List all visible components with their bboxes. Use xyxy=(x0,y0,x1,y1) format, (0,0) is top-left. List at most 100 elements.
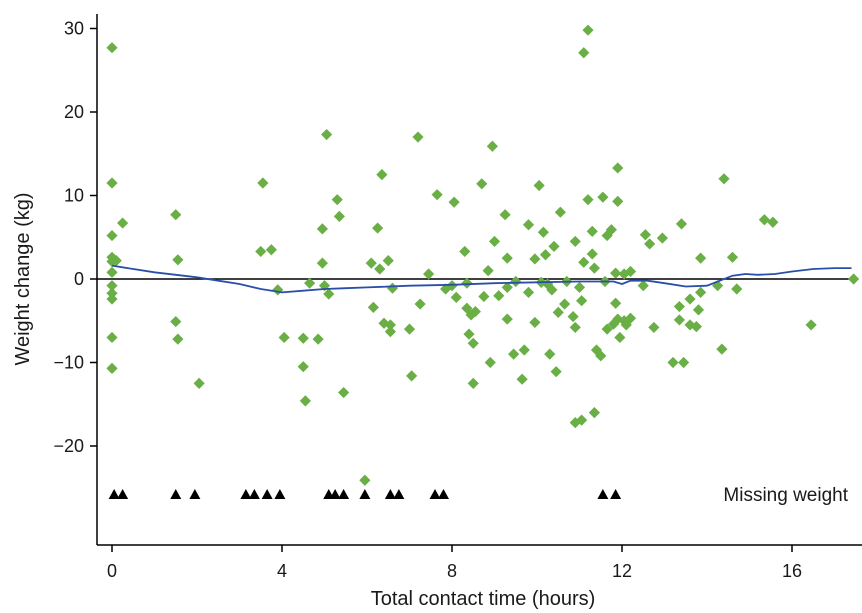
data-point xyxy=(690,320,702,333)
x-tick-label: 0 xyxy=(107,561,117,581)
data-point xyxy=(488,235,501,248)
data-point xyxy=(312,333,324,345)
data-point xyxy=(359,474,371,486)
data-point xyxy=(414,298,426,310)
y-tick-label: 0 xyxy=(74,269,84,289)
data-point xyxy=(482,265,494,277)
x-tick-label: 12 xyxy=(612,561,632,581)
data-point xyxy=(106,229,118,242)
data-point xyxy=(106,362,118,374)
data-point xyxy=(716,343,728,355)
missing-weight-marker xyxy=(384,489,396,499)
data-point xyxy=(612,162,624,174)
data-point xyxy=(323,288,335,300)
data-point xyxy=(684,319,696,331)
data-point xyxy=(333,210,345,222)
data-point xyxy=(586,225,598,238)
data-point xyxy=(533,179,545,192)
data-point xyxy=(667,356,679,369)
data-point xyxy=(106,280,118,292)
missing-weight-marker xyxy=(438,489,449,499)
data-point xyxy=(573,281,586,293)
data-point xyxy=(372,222,384,234)
missing-weight-marker xyxy=(274,489,286,499)
data-point xyxy=(406,370,418,382)
data-point xyxy=(582,24,594,36)
data-point xyxy=(106,266,118,278)
data-point xyxy=(590,344,603,356)
data-point xyxy=(718,173,730,185)
data-point xyxy=(601,323,613,335)
x-tick-label: 8 xyxy=(447,561,457,581)
data-point xyxy=(499,209,511,221)
data-point xyxy=(297,361,309,373)
data-point xyxy=(546,284,558,296)
y-tick-label: −20 xyxy=(53,436,84,456)
data-point xyxy=(374,263,386,275)
data-point xyxy=(569,235,581,248)
data-point xyxy=(106,42,118,54)
data-point xyxy=(848,273,860,285)
data-point xyxy=(656,232,668,244)
data-point xyxy=(695,286,707,298)
data-point xyxy=(605,224,617,236)
missing-weight-label: Missing weight xyxy=(723,485,848,506)
data-point xyxy=(467,337,479,349)
data-point xyxy=(365,257,377,269)
data-point xyxy=(595,350,607,362)
data-point xyxy=(265,244,277,256)
data-point xyxy=(386,282,399,294)
x-tick-label: 16 xyxy=(782,561,802,581)
missing-weight-marker xyxy=(429,489,441,499)
data-point xyxy=(384,326,396,338)
data-point xyxy=(639,229,651,241)
data-point xyxy=(255,245,267,258)
data-point xyxy=(338,386,350,399)
data-point xyxy=(758,214,770,226)
missing-weight-marker xyxy=(117,489,129,499)
data-point xyxy=(516,373,528,385)
y-tick-label: 10 xyxy=(64,186,84,206)
data-point xyxy=(299,395,311,407)
data-point xyxy=(522,219,535,231)
y-tick-label: −10 xyxy=(53,353,84,373)
data-point xyxy=(624,312,637,324)
data-point xyxy=(170,209,182,221)
data-point xyxy=(529,316,541,329)
data-point xyxy=(637,280,649,292)
data-point xyxy=(172,254,184,266)
data-point xyxy=(684,293,696,305)
data-point xyxy=(576,414,588,426)
data-point xyxy=(576,295,588,307)
data-point xyxy=(170,315,182,328)
missing-weight-marker xyxy=(261,489,273,499)
data-point xyxy=(588,407,600,419)
smoothed-trend-line xyxy=(111,264,852,294)
data-point xyxy=(678,356,690,369)
data-point xyxy=(508,348,520,360)
data-point xyxy=(554,206,566,218)
data-point xyxy=(731,283,743,295)
data-point xyxy=(510,275,522,288)
data-point xyxy=(272,284,284,296)
data-point xyxy=(501,313,513,325)
data-point xyxy=(316,223,328,235)
data-point xyxy=(539,249,552,261)
missing-weight-marker xyxy=(597,489,609,499)
data-point xyxy=(257,177,269,189)
data-point xyxy=(448,196,460,208)
data-point xyxy=(403,323,416,335)
data-point xyxy=(569,321,581,334)
data-point xyxy=(106,331,118,344)
data-point xyxy=(648,321,660,334)
data-point xyxy=(552,306,564,318)
y-axis-title: Weight change (kg) xyxy=(12,192,34,365)
data-point xyxy=(610,297,622,309)
data-point xyxy=(578,47,590,59)
data-point xyxy=(767,216,779,228)
data-point xyxy=(586,248,598,260)
x-tick-label: 4 xyxy=(277,561,287,581)
data-point xyxy=(537,226,549,238)
data-point xyxy=(550,366,562,378)
